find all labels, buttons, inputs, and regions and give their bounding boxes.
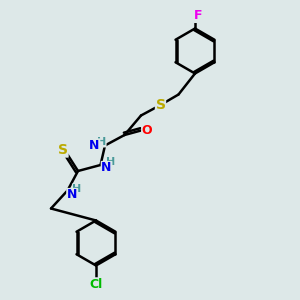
- Text: S: S: [155, 98, 166, 112]
- Text: O: O: [142, 124, 152, 137]
- Text: Cl: Cl: [89, 278, 103, 291]
- Text: H: H: [73, 184, 82, 194]
- Text: H: H: [97, 137, 106, 147]
- Text: N: N: [67, 188, 77, 202]
- Text: S: S: [58, 143, 68, 157]
- Text: F: F: [194, 9, 203, 22]
- Text: H: H: [106, 157, 116, 167]
- Text: N: N: [101, 161, 112, 175]
- Text: N: N: [89, 139, 100, 152]
